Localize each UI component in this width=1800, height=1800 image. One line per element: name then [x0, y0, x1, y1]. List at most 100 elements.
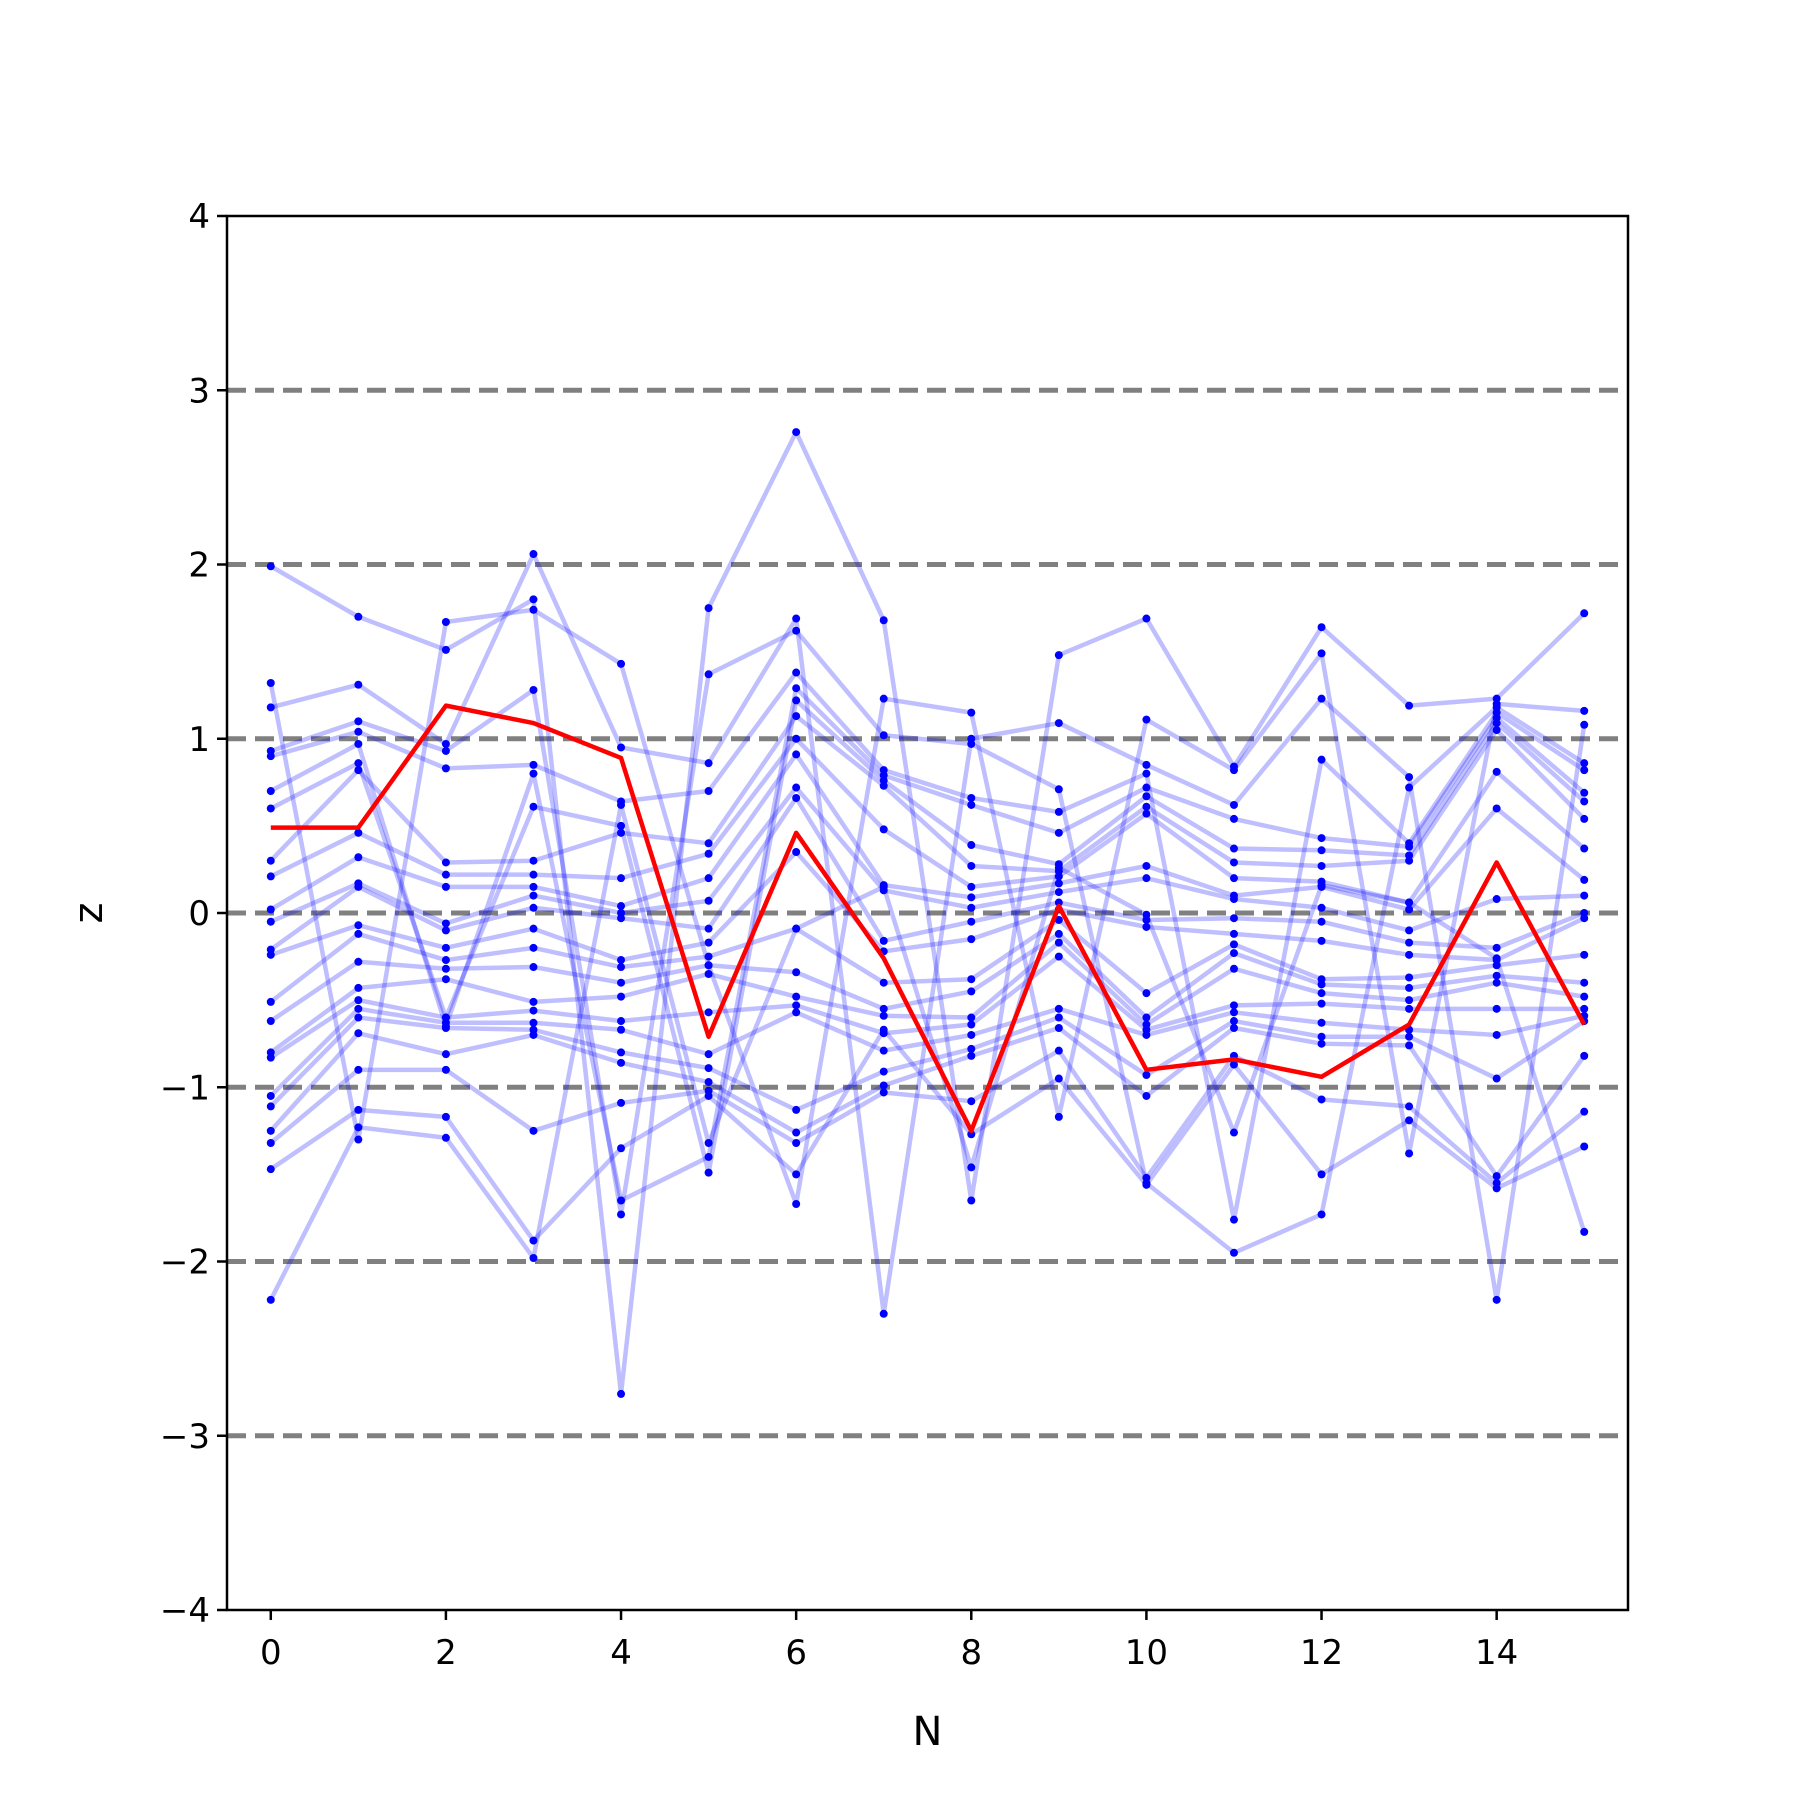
data-point: [1142, 1013, 1151, 1022]
data-point: [441, 1065, 450, 1074]
y-tick-label: 4: [188, 197, 210, 237]
data-point: [704, 924, 713, 933]
data-point: [617, 1196, 626, 1205]
data-point: [1229, 1017, 1238, 1026]
data-point: [1492, 971, 1501, 980]
data-point: [704, 849, 713, 858]
background-series-line: [269, 931, 1585, 1023]
data-point: [1229, 1248, 1238, 1257]
background-series-line: [269, 429, 1586, 1397]
data-point: [879, 1025, 888, 1034]
data-point: [879, 1067, 888, 1076]
data-point: [1492, 954, 1501, 963]
data-point: [1580, 891, 1589, 900]
background-series-line: [270, 849, 1586, 963]
data-point: [704, 759, 713, 768]
data-point: [266, 856, 275, 865]
data-point: [354, 882, 363, 891]
data-point: [879, 1088, 888, 1097]
data-point: [1142, 1091, 1151, 1100]
data-point: [1054, 872, 1063, 881]
data-point: [1229, 800, 1238, 809]
data-point: [1142, 874, 1151, 883]
data-point: [354, 717, 363, 726]
data-point: [704, 1008, 713, 1017]
data-point: [617, 1058, 626, 1067]
reference-lines: [227, 387, 1628, 1439]
data-point: [617, 800, 626, 809]
data-point: [1229, 858, 1238, 867]
data-point: [617, 978, 626, 987]
data-point: [1317, 1095, 1326, 1104]
data-point: [792, 924, 801, 933]
data-point: [1317, 846, 1326, 855]
data-point: [1405, 773, 1414, 782]
data-point: [792, 992, 801, 1001]
data-point: [529, 1126, 538, 1135]
data-point: [266, 1053, 275, 1062]
data-point: [1229, 1060, 1238, 1069]
data-point: [967, 708, 976, 717]
data-point: [529, 903, 538, 912]
data-point: [529, 595, 538, 604]
data-point: [266, 804, 275, 813]
x-tick-label: 4: [610, 1633, 632, 1673]
data-point: [1054, 785, 1063, 794]
data-point: [266, 950, 275, 959]
data-point: [266, 1091, 275, 1100]
data-point: [266, 1165, 275, 1174]
data-point: [879, 694, 888, 703]
data-point: [354, 957, 363, 966]
data-point: [441, 858, 450, 867]
data-point: [1317, 936, 1326, 945]
data-point: [1054, 879, 1063, 888]
data-point: [1492, 1295, 1501, 1304]
background-series-line: [269, 795, 1586, 952]
data-point: [441, 1024, 450, 1033]
data-point: [1405, 1032, 1414, 1041]
data-point: [1580, 1107, 1589, 1116]
data-point: [1580, 950, 1589, 959]
data-point: [704, 1139, 713, 1148]
data-point: [1580, 1004, 1589, 1013]
data-point: [354, 1135, 363, 1144]
data-point: [1405, 783, 1414, 792]
data-point: [354, 1123, 363, 1132]
data-point: [1405, 1004, 1414, 1013]
data-point: [1492, 804, 1501, 813]
data-point: [1054, 1112, 1063, 1121]
data-point: [1580, 914, 1589, 923]
data-point: [1142, 715, 1151, 724]
data-point: [1054, 888, 1063, 897]
y-tick-label: 3: [188, 371, 210, 411]
background-series-line: [269, 713, 1586, 874]
data-point: [704, 1152, 713, 1161]
y-tick-label: 2: [188, 546, 210, 586]
data-point: [617, 902, 626, 911]
data-point: [1317, 1210, 1326, 1219]
data-point: [529, 760, 538, 769]
data-point: [441, 618, 450, 627]
data-point: [441, 739, 450, 748]
data-point: [704, 1050, 713, 1059]
background-series-line: [270, 551, 1587, 1317]
data-point: [1229, 895, 1238, 904]
data-point: [529, 605, 538, 614]
data-point: [529, 802, 538, 811]
data-point: [967, 1020, 976, 1029]
data-point: [266, 1139, 275, 1148]
data-point: [1229, 1024, 1238, 1033]
data-point: [1054, 1024, 1063, 1033]
data-point: [1142, 1180, 1151, 1189]
data-point: [1317, 903, 1326, 912]
data-point: [529, 963, 538, 972]
data-point: [967, 987, 976, 996]
data-point: [617, 1210, 626, 1219]
data-point: [792, 1008, 801, 1017]
data-point: [704, 787, 713, 796]
background-series-lines: [268, 429, 1587, 1397]
data-point: [266, 1102, 275, 1111]
data-point: [704, 1064, 713, 1073]
data-point: [529, 685, 538, 694]
